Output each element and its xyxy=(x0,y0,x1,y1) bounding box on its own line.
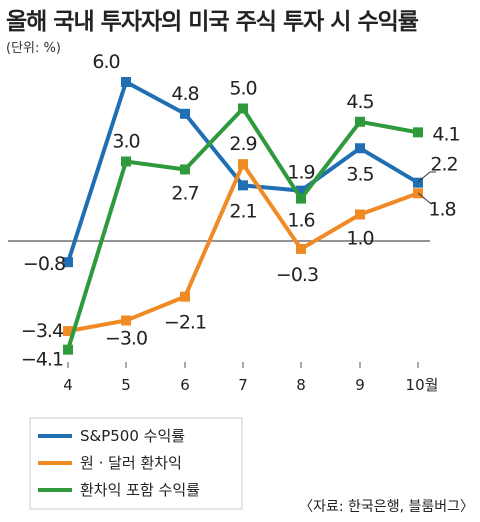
data-label-total: 2.7 xyxy=(171,182,198,204)
data-label-sp500: −0.8 xyxy=(23,253,65,275)
data-point-total xyxy=(296,193,306,204)
source-note: 〈자료: 한국은행, 블룸버그〉 xyxy=(299,499,474,515)
data-label-sp500: 1.9 xyxy=(287,162,314,184)
x-axis: 4 5 6 7 8 9 10월 xyxy=(63,362,439,394)
data-point-sp500 xyxy=(63,257,73,268)
data-label-fx: 1.8 xyxy=(428,198,455,220)
chart-title: 올해 국내 투자자의 미국 주식 투자 시 수익률 xyxy=(6,9,419,35)
data-label-total: 5.0 xyxy=(229,78,256,100)
data-point-fx xyxy=(355,209,365,220)
data-point-total xyxy=(63,344,73,355)
data-label-sp500: 2.1 xyxy=(229,200,256,222)
data-point-fx xyxy=(121,315,131,326)
data-label-sp500: 2.2 xyxy=(430,154,457,176)
x-tick-label: 8 xyxy=(296,376,306,394)
data-point-sp500 xyxy=(238,180,248,191)
unit-label: (단위: %) xyxy=(6,41,61,56)
data-label-total: 4.5 xyxy=(346,91,373,113)
plot-area: −0.8 6.0 4.8 2.1 1.9 3.5 2.2 −3.4 −3.0 −2.1 2.9 −0.… xyxy=(8,51,461,371)
data-label-fx: 1.0 xyxy=(346,228,373,250)
x-tick-label: 10월 xyxy=(406,376,439,394)
leader-line xyxy=(417,171,436,183)
data-point-sp500 xyxy=(413,177,423,188)
data-label-fx: −0.3 xyxy=(276,264,318,286)
data-point-fx xyxy=(296,243,306,254)
data-label-fx: −2.1 xyxy=(164,312,206,334)
data-label-sp500: 4.8 xyxy=(171,83,198,105)
data-label-total: 3.0 xyxy=(112,131,139,153)
data-point-sp500 xyxy=(355,143,365,154)
data-label-fx: −3.0 xyxy=(105,328,147,350)
data-point-fx xyxy=(63,326,73,337)
x-tick-label: 4 xyxy=(63,376,73,394)
data-point-sp500 xyxy=(296,185,306,196)
x-tick-label: 7 xyxy=(238,376,248,394)
data-point-fx xyxy=(180,291,190,302)
data-point-total xyxy=(121,156,131,167)
x-tick-label: 6 xyxy=(180,376,190,394)
x-tick-label: 5 xyxy=(121,376,131,394)
data-label-sp500: 3.5 xyxy=(346,163,373,185)
data-label-fx: −3.4 xyxy=(21,320,64,342)
legend-label-sp500: S&P500 수익률 xyxy=(80,427,185,445)
data-label-total: 4.1 xyxy=(432,123,459,145)
data-point-total xyxy=(238,103,248,114)
data-point-sp500 xyxy=(121,77,131,87)
legend-label-fx: 원 · 달러 환차익 xyxy=(80,454,182,472)
data-label-total: −4.1 xyxy=(21,349,63,371)
x-tick-label: 9 xyxy=(355,376,365,394)
legend-label-total: 환차익 포함 수익률 xyxy=(80,481,200,499)
data-label-fx: 2.9 xyxy=(229,133,256,155)
data-label-total: 1.6 xyxy=(287,210,314,232)
data-point-total xyxy=(355,116,365,127)
data-label-sp500: 6.0 xyxy=(92,51,119,73)
data-point-sp500 xyxy=(180,108,190,119)
leader-line xyxy=(417,192,436,204)
data-point-fx xyxy=(238,159,248,170)
data-point-total xyxy=(413,127,423,138)
data-point-total xyxy=(180,164,190,175)
